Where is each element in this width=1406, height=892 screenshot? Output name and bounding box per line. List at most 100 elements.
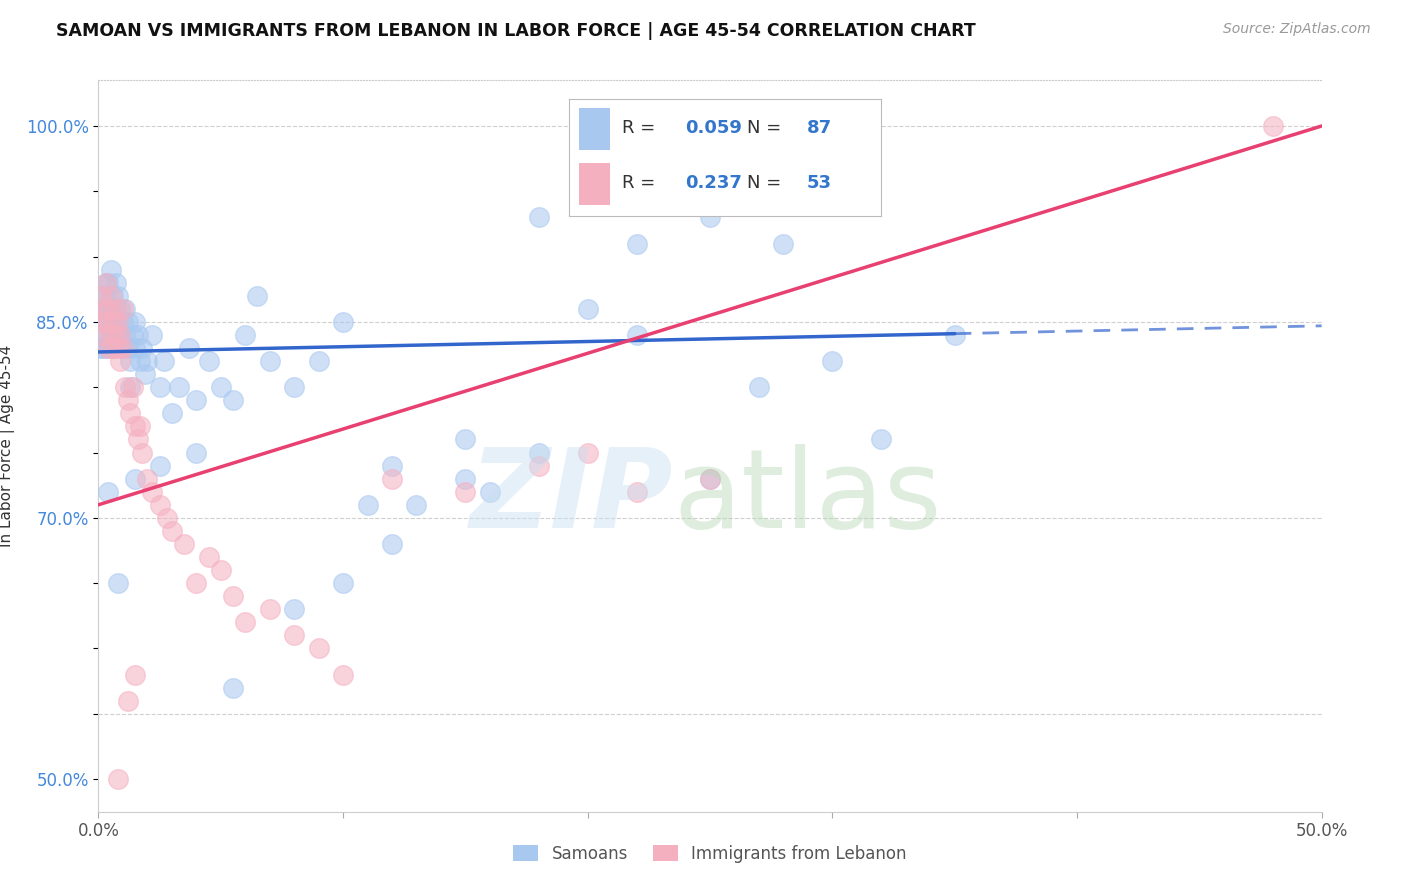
- Point: [160, 524, 183, 538]
- Point: [222, 681, 245, 695]
- Point: [124, 315, 146, 329]
- Point: [104, 301, 127, 316]
- Point: [332, 667, 354, 681]
- Point: [167, 380, 190, 394]
- Point: [120, 406, 142, 420]
- Point: [197, 354, 219, 368]
- Point: [111, 301, 134, 316]
- Point: [131, 445, 153, 459]
- Point: [131, 341, 153, 355]
- Point: [177, 341, 200, 355]
- Point: [308, 641, 330, 656]
- Point: [156, 511, 179, 525]
- Point: [101, 289, 124, 303]
- Point: [111, 341, 134, 355]
- Point: [104, 276, 127, 290]
- Point: [209, 563, 232, 577]
- Point: [97, 301, 120, 316]
- Point: [699, 211, 721, 225]
- Point: [127, 433, 149, 447]
- Point: [97, 484, 120, 499]
- Point: [107, 315, 129, 329]
- Point: [94, 276, 117, 290]
- Point: [173, 537, 195, 551]
- Text: SAMOAN VS IMMIGRANTS FROM LEBANON IN LABOR FORCE | AGE 45-54 CORRELATION CHART: SAMOAN VS IMMIGRANTS FROM LEBANON IN LAB…: [56, 22, 976, 40]
- Point: [91, 301, 114, 316]
- Point: [117, 315, 139, 329]
- Point: [149, 498, 172, 512]
- Point: [124, 667, 146, 681]
- Point: [259, 602, 281, 616]
- Point: [117, 393, 139, 408]
- Point: [478, 484, 501, 499]
- Point: [127, 328, 149, 343]
- Point: [160, 406, 183, 420]
- Point: [91, 328, 114, 343]
- Point: [405, 498, 427, 512]
- Point: [870, 433, 893, 447]
- Point: [90, 315, 112, 329]
- Point: [129, 419, 152, 434]
- Point: [124, 341, 146, 355]
- Point: [748, 380, 770, 394]
- Point: [454, 433, 477, 447]
- Point: [136, 472, 159, 486]
- Point: [149, 458, 172, 473]
- Point: [91, 341, 114, 355]
- Point: [97, 341, 120, 355]
- Point: [97, 276, 120, 290]
- Text: ZIP: ZIP: [470, 443, 673, 550]
- Point: [233, 328, 256, 343]
- Point: [90, 328, 112, 343]
- Point: [821, 354, 844, 368]
- Point: [111, 315, 134, 329]
- Point: [94, 328, 117, 343]
- Point: [626, 328, 648, 343]
- Point: [107, 772, 129, 786]
- Point: [117, 341, 139, 355]
- Point: [356, 498, 378, 512]
- Point: [97, 301, 120, 316]
- Point: [94, 289, 117, 303]
- Point: [107, 289, 129, 303]
- Point: [381, 472, 404, 486]
- Point: [104, 328, 127, 343]
- Point: [124, 419, 146, 434]
- Point: [699, 472, 721, 486]
- Point: [381, 537, 404, 551]
- Text: Source: ZipAtlas.com: Source: ZipAtlas.com: [1223, 22, 1371, 37]
- Point: [94, 315, 117, 329]
- Point: [283, 602, 305, 616]
- Point: [114, 380, 136, 394]
- Point: [101, 315, 124, 329]
- Point: [233, 615, 256, 630]
- Point: [107, 576, 129, 591]
- Point: [283, 380, 305, 394]
- Point: [121, 380, 143, 394]
- Point: [117, 694, 139, 708]
- Point: [222, 393, 245, 408]
- Point: [141, 328, 163, 343]
- Point: [101, 341, 124, 355]
- Point: [101, 341, 124, 355]
- Point: [101, 315, 124, 329]
- Point: [308, 354, 330, 368]
- Point: [197, 549, 219, 564]
- Point: [90, 289, 112, 303]
- Point: [209, 380, 232, 394]
- Point: [90, 341, 112, 355]
- Point: [107, 315, 129, 329]
- Point: [576, 445, 599, 459]
- Point: [186, 576, 208, 591]
- Point: [141, 484, 163, 499]
- Point: [699, 472, 721, 486]
- Point: [136, 354, 159, 368]
- Point: [121, 328, 143, 343]
- Point: [100, 289, 122, 303]
- Point: [576, 301, 599, 316]
- Point: [120, 354, 142, 368]
- Point: [454, 472, 477, 486]
- Point: [91, 315, 114, 329]
- Point: [259, 354, 281, 368]
- Point: [527, 211, 550, 225]
